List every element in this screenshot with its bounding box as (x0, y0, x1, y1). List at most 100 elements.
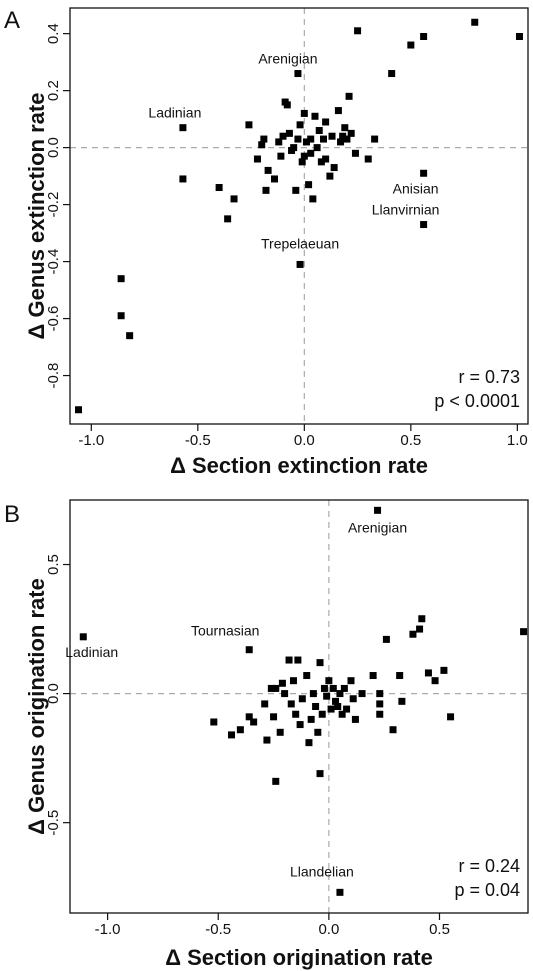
y-axis-title: Δ Genus extinction rate (24, 93, 49, 340)
data-point (210, 718, 218, 726)
data-point (345, 92, 353, 100)
data-point (347, 677, 355, 685)
data-point (276, 728, 284, 736)
data-point (520, 628, 528, 636)
data-point (515, 32, 523, 40)
data-point (323, 692, 331, 700)
data-point (287, 700, 295, 708)
data-point (275, 138, 283, 146)
data-point (336, 690, 344, 698)
data-point (296, 260, 304, 268)
data-point (311, 112, 319, 120)
data-point (224, 215, 232, 223)
data-point (290, 144, 298, 152)
data-point (407, 41, 415, 49)
data-point (343, 705, 351, 713)
data-point (262, 186, 270, 194)
data-point (263, 736, 271, 744)
point-annotation: Llandelian (290, 863, 354, 879)
stat-p: p < 0.0001 (434, 391, 520, 411)
x-tick-label: -1.0 (78, 432, 104, 449)
data-point (388, 70, 396, 78)
data-point (303, 672, 311, 680)
panel-a: -1.0 -0.5 0.0 0.5 1.0 -0.8 -0.6 -0.4 -0.2 0.0 0.2 0… (4, 7, 529, 478)
data-point (330, 164, 338, 172)
data-point (305, 181, 313, 189)
data-point (264, 166, 272, 174)
x-tick-label: -0.5 (205, 921, 231, 938)
data-point (75, 406, 83, 414)
data-point (322, 155, 330, 163)
data-point (440, 666, 448, 674)
x-tick-label: 0.0 (294, 432, 315, 449)
data-point (337, 138, 345, 146)
data-point (294, 656, 302, 664)
data-point (312, 703, 320, 710)
data-point (277, 152, 285, 160)
data-point (314, 728, 322, 736)
data-point (424, 669, 432, 677)
data-point (317, 158, 325, 166)
data-point (416, 625, 424, 633)
data-point (309, 690, 317, 698)
data-point (298, 158, 306, 166)
data-point (305, 739, 313, 747)
point-annotation: Llanvirnian (372, 202, 440, 218)
data-point (270, 713, 278, 721)
data-point (313, 144, 321, 152)
data-point (318, 710, 326, 718)
data-point (117, 275, 125, 283)
plot-frame (69, 7, 529, 425)
data-point (281, 690, 289, 698)
data-point (376, 690, 384, 698)
data-point (300, 152, 308, 160)
data-point (447, 713, 455, 721)
data-point (371, 135, 379, 143)
point-annotation: Ladinian (65, 644, 118, 660)
data-point (245, 646, 253, 654)
point-annotation: Tournasian (191, 623, 260, 639)
data-point (334, 703, 342, 710)
data-point (338, 710, 346, 718)
data-point (272, 777, 280, 785)
data-point (340, 684, 348, 692)
data-point (369, 672, 377, 680)
data-point (329, 684, 337, 692)
data-point (320, 684, 328, 692)
data-point (382, 635, 390, 643)
data-point (332, 697, 340, 705)
data-point (245, 713, 253, 721)
data-point (341, 124, 349, 132)
x-axis-title: Δ Section origination rate (165, 945, 433, 970)
data-point (215, 184, 223, 192)
data-point (327, 705, 335, 713)
data-point (328, 132, 336, 140)
y-tick-label: -0.4 (45, 249, 62, 275)
stat-p: p = 0.04 (454, 880, 520, 900)
data-point (79, 633, 87, 641)
y-tick-label: 0.0 (45, 137, 62, 158)
data-point (245, 121, 253, 129)
data-point (396, 672, 404, 680)
y-tick-label: 0.0 (45, 683, 62, 704)
data-point (339, 132, 347, 140)
data-point (278, 679, 286, 687)
data-point (309, 195, 317, 203)
data-point (117, 312, 125, 320)
panel-b: -1.0 -0.5 0.0 0.5 -0.5 0.0 0.5 Δ Section origin… (4, 499, 529, 970)
plot-frame (69, 499, 529, 914)
y-tick-label: 0.2 (45, 80, 62, 101)
y-tick-label: -0.5 (45, 810, 62, 836)
data-point (292, 710, 300, 718)
data-point (307, 135, 315, 143)
data-point (325, 677, 333, 685)
data-point (307, 149, 315, 157)
data-point (471, 18, 479, 26)
data-point (230, 195, 238, 203)
data-point (349, 695, 357, 703)
data-point (420, 32, 428, 40)
data-point (285, 656, 293, 664)
data-point (409, 630, 417, 638)
data-point (296, 721, 304, 729)
data-point (322, 118, 330, 126)
